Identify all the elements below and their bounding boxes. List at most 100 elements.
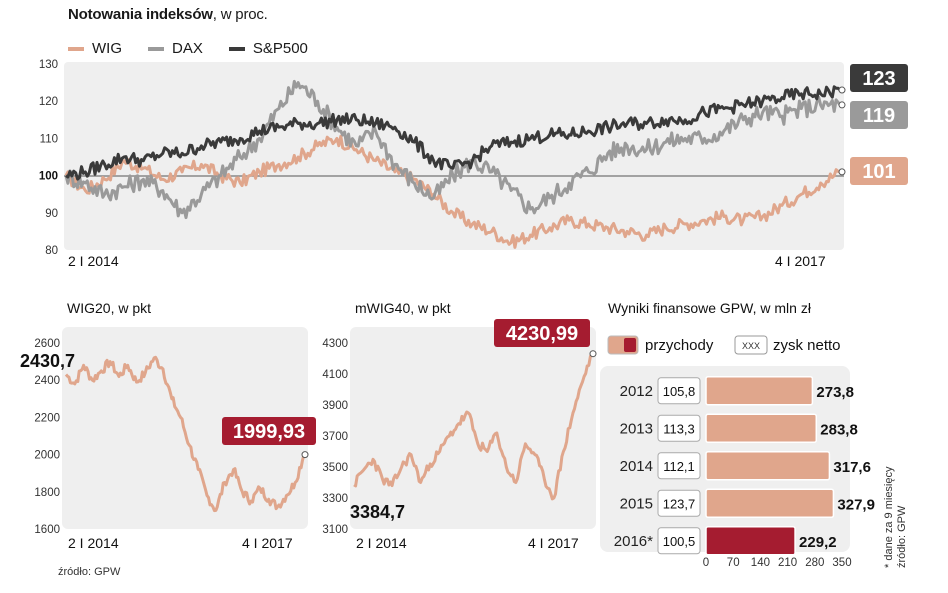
gpw-revenue-value: 273,8 bbox=[816, 384, 854, 401]
end-label-dax: 119 bbox=[863, 105, 895, 127]
x-tick-label: 350 bbox=[832, 557, 851, 569]
chart-title: Notowania indeksów, w proc. bbox=[68, 6, 268, 23]
gpw-x-axis: 0 70 140 210 280 350 bbox=[703, 557, 852, 569]
x-tick-label: 0 bbox=[703, 557, 709, 569]
x-label-end: 4 I 2017 bbox=[775, 253, 826, 269]
legend: WIG DAX S&P500 bbox=[68, 40, 308, 57]
gpw-year-label: 2014 bbox=[620, 458, 653, 475]
x-label-start: 2 I 2014 bbox=[68, 253, 119, 269]
y-tick-label: 80 bbox=[45, 245, 58, 257]
y-tick-label: 90 bbox=[45, 208, 58, 220]
y-tick-label: 120 bbox=[39, 96, 58, 108]
x-tick-label: 70 bbox=[727, 557, 740, 569]
legend-label-sp500: S&P500 bbox=[252, 40, 308, 57]
gpw-legend-revenue: przychody bbox=[645, 337, 714, 354]
y-tick-label: 1600 bbox=[34, 524, 60, 536]
series-line bbox=[64, 355, 306, 513]
gpw-legend-profit-box bbox=[734, 335, 768, 355]
gpw-profit-box bbox=[657, 377, 701, 405]
series-end-dot bbox=[301, 451, 309, 459]
wig20-x-start: 2 I 2014 bbox=[68, 535, 119, 551]
legend-swatch-sp500 bbox=[228, 46, 245, 51]
series-end-dot bbox=[838, 168, 846, 176]
gpw-year-label: 2012 bbox=[620, 383, 653, 400]
indices-y-axis: 80 90 100 110 120 130 bbox=[39, 59, 58, 257]
y-tick-label: 2200 bbox=[34, 412, 60, 424]
x-tick-label: 140 bbox=[751, 557, 770, 569]
end-label-wig-box bbox=[850, 157, 908, 185]
gpw-year-label: 2013 bbox=[620, 420, 653, 437]
series-line-wig bbox=[64, 134, 841, 249]
gpw-profit-box bbox=[657, 489, 701, 517]
gpw-revenue-value: 283,8 bbox=[820, 421, 858, 438]
y-tick-label: 3100 bbox=[322, 524, 348, 536]
wig20-y-axis: 1600 1800 2000 2200 2400 2600 bbox=[34, 338, 60, 536]
end-label-wig: 101 bbox=[862, 161, 895, 183]
wig20-end-label-box bbox=[222, 417, 316, 445]
gpw-year-label: 2015 bbox=[620, 495, 653, 512]
mwig40-y-axis: 3100 3300 3500 3700 3900 4100 4300 bbox=[322, 338, 348, 536]
gpw-legend-profit-box-text: XXX bbox=[742, 341, 760, 351]
gpw-revenue-value: 327,9 bbox=[837, 496, 875, 513]
series-end-dot bbox=[589, 350, 597, 358]
y-tick-label: 2000 bbox=[34, 450, 60, 462]
gpw-profit-value: 113,3 bbox=[663, 421, 695, 436]
x-tick-label: 280 bbox=[805, 557, 824, 569]
mwig40-end-label-box bbox=[494, 319, 590, 347]
y-tick-label: 3300 bbox=[322, 493, 348, 505]
gpw-legend-profit: zysk netto bbox=[773, 337, 841, 354]
gpw-year-label: 2016* bbox=[614, 533, 653, 550]
gpw-profit-value: 112,1 bbox=[663, 459, 695, 474]
y-tick-label: 3500 bbox=[322, 462, 348, 474]
x-tick-label: 210 bbox=[778, 557, 797, 569]
gpw-revenue-value: 317,6 bbox=[833, 459, 871, 476]
footnote: * dane za 9 miesięcy bbox=[883, 466, 895, 568]
indices-panel bbox=[64, 62, 844, 250]
y-tick-label: 4300 bbox=[322, 338, 348, 350]
gpw-profit-box bbox=[657, 527, 701, 555]
chart-title-rest: , w proc. bbox=[212, 6, 268, 23]
footnote-source: źródło: GPW bbox=[896, 505, 908, 568]
wig20-x-end: 4 I 2017 bbox=[242, 535, 293, 551]
indices-series bbox=[64, 79, 846, 249]
y-tick-label: 110 bbox=[40, 133, 58, 145]
y-tick-label: 1800 bbox=[34, 487, 60, 499]
source-note: źródło: GPW bbox=[58, 566, 121, 578]
series-end-dot bbox=[838, 101, 846, 109]
wig20-end-label: 1999,93 bbox=[233, 421, 305, 443]
chart-title-bold: Notowania indeksów bbox=[68, 6, 213, 23]
gpw-profit-box bbox=[657, 452, 701, 480]
y-tick-label: 3900 bbox=[322, 400, 348, 412]
end-label-sp500-box bbox=[850, 64, 908, 92]
mwig40-series bbox=[353, 350, 597, 501]
end-label-sp500: 123 bbox=[862, 68, 895, 90]
gpw-profit-box bbox=[657, 414, 701, 442]
gpw-profit-value: 123,7 bbox=[663, 496, 696, 511]
gpw-bars: 2012 105,8 273,8 2013 113,3 283,8 2014 112,1 317… bbox=[614, 376, 875, 556]
gpw-revenue-bar bbox=[705, 451, 831, 481]
end-label-dax-box bbox=[850, 101, 908, 129]
gpw-title: Wyniki finansowe GPW, w mln zł bbox=[608, 300, 812, 316]
wig20-start-label: 2430,7 bbox=[20, 351, 75, 371]
series-line-sp500 bbox=[65, 85, 842, 181]
wig20-title: WIG20, w pkt bbox=[67, 300, 151, 316]
mwig40-title: mWIG40, w pkt bbox=[355, 300, 451, 316]
mwig40-end-label: 4230,99 bbox=[506, 323, 578, 345]
series-end-dot bbox=[838, 86, 846, 94]
legend-swatch-dax bbox=[148, 46, 164, 51]
y-tick-label: 100 bbox=[39, 171, 58, 183]
y-tick-label: 2400 bbox=[34, 375, 60, 387]
mwig40-x-end: 4 I 2017 bbox=[528, 535, 579, 551]
y-tick-label: 4100 bbox=[322, 369, 348, 381]
legend-swatch-wig bbox=[68, 46, 84, 51]
gpw-revenue-value: 229,2 bbox=[799, 534, 837, 551]
series-line bbox=[353, 352, 594, 501]
gpw-profit-value: 100,5 bbox=[663, 534, 696, 549]
gpw-revenue-bar bbox=[705, 526, 796, 556]
mwig40-start-label: 3384,7 bbox=[350, 502, 405, 522]
legend-label-dax: DAX bbox=[172, 40, 203, 57]
gpw-revenue-bar bbox=[705, 376, 814, 406]
legend-label-wig: WIG bbox=[92, 40, 122, 57]
gpw-revenue-bar bbox=[705, 488, 835, 518]
